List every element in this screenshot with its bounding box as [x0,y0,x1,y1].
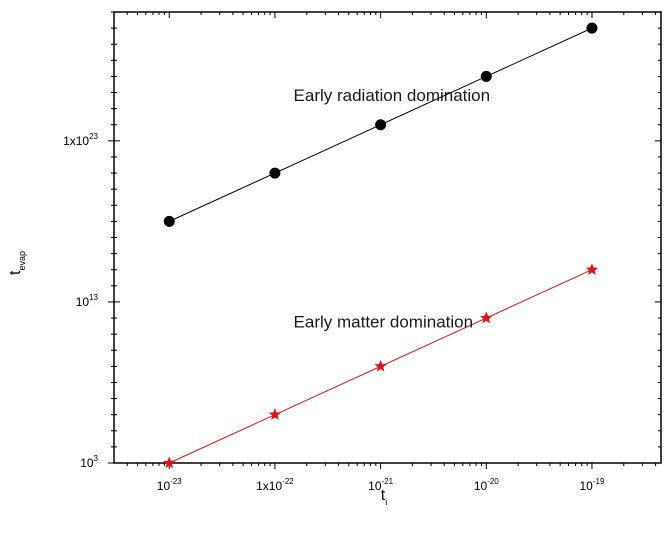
data-point [269,167,281,179]
x-tick-label: 1x10-22 [256,477,294,493]
x-tick-label: 10-19 [580,477,605,493]
x-axis-title: ti [381,487,387,507]
ticks [108,11,661,469]
data-point [585,263,599,275]
data-point [375,119,387,131]
x-tick-label: 10-20 [474,477,499,493]
data-point [480,70,492,82]
annotation-label: Early radiation domination [294,86,491,105]
data-point [163,456,176,469]
tick-labels: 10-23 1x10-22 10-21 10-20 10-19 103 1013 1x1023 [63,132,605,493]
data-point [268,408,282,420]
plot-frame [113,11,662,464]
annotations: Early radiation domination Early matter d… [294,86,491,332]
series-0 [163,22,598,227]
data-point [374,359,387,372]
x-tick-label: 10-21 [368,477,393,493]
plot-border [113,11,662,464]
data-point [586,22,598,34]
x-tick-label: 10-23 [157,477,182,493]
annotation-label: Early matter domination [294,313,474,332]
y-tick-label: 1x1023 [63,132,98,148]
y-tick-label: 103 [80,454,98,470]
series-layer [163,22,599,469]
data-point [163,215,175,227]
y-axis-title: tevap [7,251,27,275]
series-1 [163,263,599,469]
data-point [480,311,493,324]
y-tick-label: 1013 [76,293,99,309]
